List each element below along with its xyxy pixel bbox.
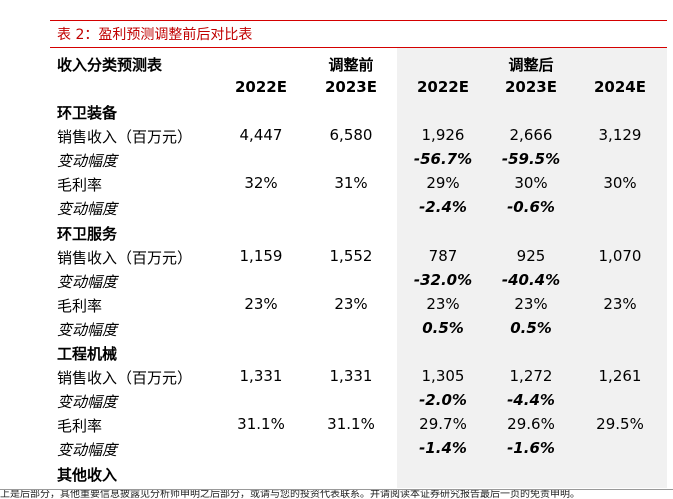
value-cell: 925 — [516, 246, 546, 265]
section-row: 环卫服务 — [0, 223, 673, 247]
table-row: 毛利率 32% 31% 29% 30% 30% — [0, 174, 673, 198]
value-cell: 31% — [334, 174, 368, 193]
year-header: 2022E — [417, 78, 469, 96]
table-title: 表 2：盈利预测调整前后对比表 — [57, 27, 253, 43]
change-row: 变动幅度 0.5% 0.5% — [0, 319, 673, 343]
section-row: 环卫装备 — [0, 102, 673, 126]
value-cell: -2.4% — [419, 198, 467, 217]
row-label: 销售收入（百万元） — [57, 128, 193, 147]
change-row: 变动幅度 -1.4% -1.6% — [0, 439, 673, 463]
value-cell: 23% — [603, 294, 637, 313]
value-cell: 4,447 — [239, 126, 283, 145]
value-cell: -2.0% — [419, 391, 467, 410]
value-cell: 6,580 — [329, 126, 373, 145]
value-cell: 31.1% — [327, 415, 375, 434]
value-cell: 0.5% — [422, 318, 464, 337]
change-row: 变动幅度 -2.0% -4.4% — [0, 391, 673, 415]
row-label: 毛利率 — [57, 417, 103, 436]
value-cell: -0.6% — [507, 198, 555, 217]
row-label: 毛利率 — [57, 176, 103, 195]
value-cell: 1,070 — [598, 246, 642, 265]
year-header: 2023E — [505, 78, 557, 96]
year-header: 2024E — [594, 78, 646, 96]
value-cell: 29.7% — [419, 415, 467, 434]
value-cell: 23% — [334, 294, 368, 313]
row-label: 工程机械 — [57, 345, 118, 363]
value-cell: -59.5% — [501, 150, 561, 169]
row-label-header: 收入分类预测表 — [57, 56, 163, 74]
value-cell: -56.7% — [413, 150, 473, 169]
value-cell: 1,305 — [421, 367, 465, 386]
value-cell: 1,331 — [329, 367, 373, 386]
row-label: 环卫装备 — [57, 104, 118, 122]
table-row: 毛利率 23% 23% 23% 23% 23% — [0, 295, 673, 319]
value-cell: 1,272 — [509, 367, 553, 386]
row-label: 变动幅度 — [57, 200, 118, 219]
value-cell: 1,261 — [598, 367, 642, 386]
value-cell: 787 — [428, 246, 458, 265]
group-header-after: 调整后 — [508, 56, 554, 74]
value-cell: 23% — [426, 294, 460, 313]
row-label: 销售收入（百万元） — [57, 248, 193, 267]
row-label: 环卫服务 — [57, 224, 118, 243]
value-cell: -40.4% — [501, 270, 561, 289]
value-cell: 32% — [244, 174, 278, 193]
value-cell: 1,926 — [421, 126, 465, 145]
value-cell: 0.5% — [510, 318, 552, 337]
value-cell: 1,552 — [329, 246, 373, 265]
value-cell: 31.1% — [237, 415, 285, 434]
top-rule — [50, 20, 667, 21]
table-row: 毛利率 31.1% 31.1% 29.7% 29.6% 29.5% — [0, 415, 673, 439]
table-row: 销售收入（百万元） 1,159 1,552 787 925 1,070 — [0, 247, 673, 271]
change-row: 变动幅度 -2.4% -0.6% — [0, 198, 673, 222]
value-cell: 29% — [426, 174, 460, 193]
value-cell: 30% — [603, 174, 637, 193]
change-row: 变动幅度 -56.7% -59.5% — [0, 150, 673, 174]
row-label: 其他收入 — [57, 465, 118, 484]
change-row: 变动幅度 -32.0% -40.4% — [0, 271, 673, 295]
value-cell: 23% — [514, 294, 548, 313]
title-rule — [50, 47, 667, 48]
value-cell: 29.6% — [507, 415, 555, 434]
value-cell: -1.4% — [419, 439, 467, 458]
table-row: 销售收入（百万元） 1,331 1,331 1,305 1,272 1,261 — [0, 367, 673, 391]
section-row: 其他收入 — [0, 464, 673, 488]
value-cell: -1.6% — [507, 439, 555, 458]
table-row: 销售收入（百万元） 4,447 6,580 1,926 2,666 3,129 — [0, 126, 673, 150]
row-label: 变动幅度 — [57, 320, 118, 339]
value-cell: -32.0% — [413, 270, 473, 289]
footer-disclaimer: 上是后部分，其他重要信息披露见分析师申明之后部分，或请与您的投资代表联系。并请阅… — [0, 489, 673, 499]
year-header: 2023E — [325, 78, 377, 96]
section-row: 工程机械 — [0, 343, 673, 367]
row-label: 变动幅度 — [57, 152, 118, 171]
row-label: 销售收入（百万元） — [57, 369, 193, 388]
group-header-before: 调整前 — [328, 56, 374, 74]
value-cell: 23% — [244, 294, 278, 313]
row-label: 变动幅度 — [57, 272, 118, 291]
value-cell: 3,129 — [598, 126, 642, 145]
value-cell: 1,331 — [239, 367, 283, 386]
value-cell: 2,666 — [509, 126, 553, 145]
adjusted-columns-shade — [397, 48, 667, 488]
row-label: 变动幅度 — [57, 393, 118, 412]
value-cell: 1,159 — [239, 246, 283, 265]
row-label: 毛利率 — [57, 296, 103, 315]
value-cell: -4.4% — [507, 391, 555, 410]
year-header: 2022E — [235, 78, 287, 96]
value-cell: 29.5% — [596, 415, 644, 434]
row-label: 变动幅度 — [57, 441, 118, 460]
value-cell: 30% — [514, 174, 548, 193]
